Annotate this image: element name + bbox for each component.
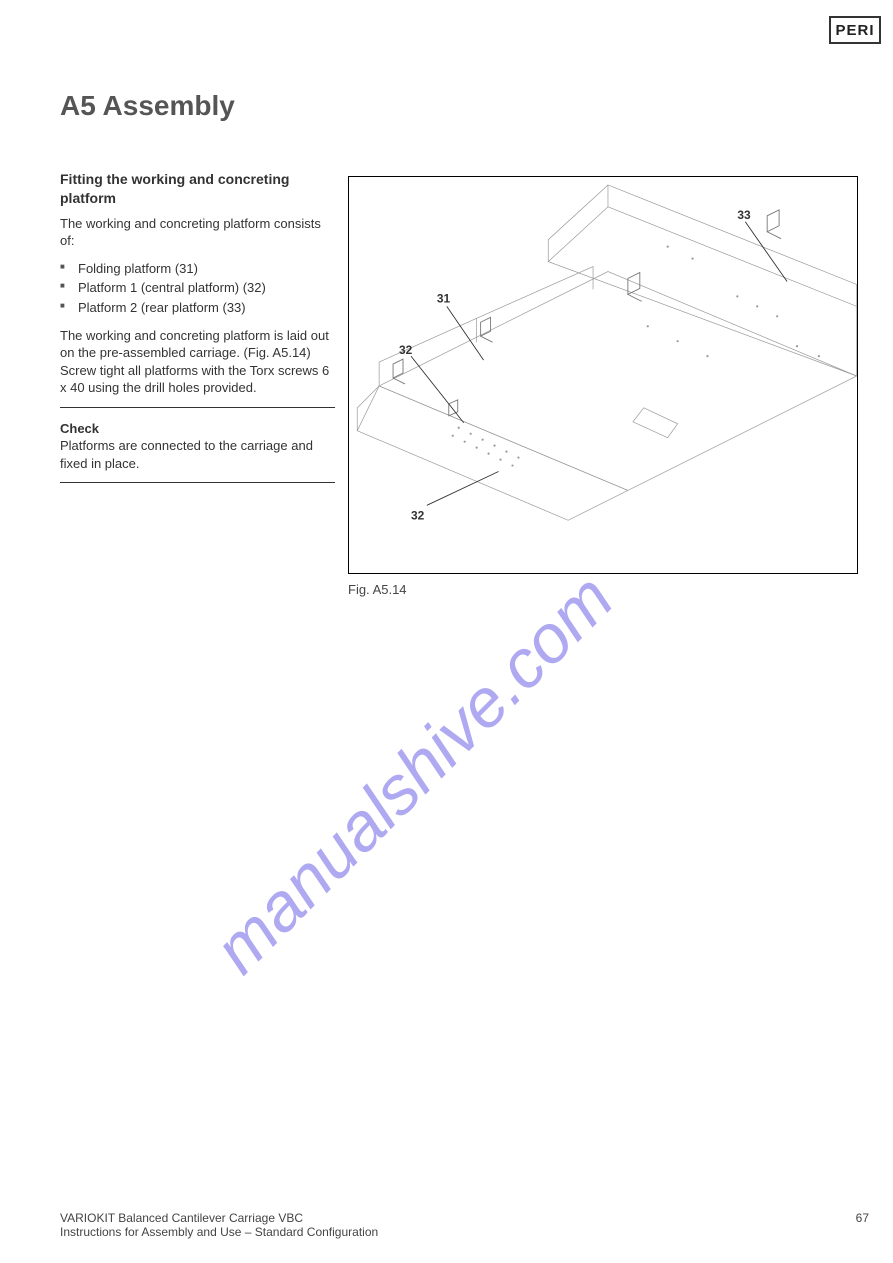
brand-logo: PERI xyxy=(829,16,881,44)
list-item: Folding platform (31) xyxy=(60,260,335,278)
svg-text:manualshive.com: manualshive.com xyxy=(200,560,628,988)
list-item: Platform 2 (rear platform (33) xyxy=(60,299,335,317)
footer: VARIOKIT Balanced Cantilever Carriage VB… xyxy=(60,1211,869,1239)
figure-frame: 33 31 32 32 xyxy=(348,176,858,574)
divider xyxy=(60,407,335,408)
footer-doc: VARIOKIT Balanced Cantilever Carriage VB… xyxy=(60,1211,829,1239)
divider xyxy=(60,482,335,483)
intro-text: The working and concreting platform cons… xyxy=(60,215,335,250)
technical-diagram: 33 31 32 32 xyxy=(349,177,857,573)
check-label: Check xyxy=(60,421,99,436)
section-title: A5 Assembly xyxy=(60,90,235,122)
callout-31: 31 xyxy=(437,291,451,305)
figure-caption: Fig. A5.14 xyxy=(348,582,407,597)
check-block: Check Platforms are connected to the car… xyxy=(60,420,335,473)
footer-page-number: 67 xyxy=(829,1211,869,1239)
callout-33: 33 xyxy=(737,208,751,222)
callout-32b: 32 xyxy=(411,508,425,522)
list-item: Platform 1 (central platform) (32) xyxy=(60,279,335,297)
check-text: Platforms are connected to the carriage … xyxy=(60,438,313,471)
component-list: Folding platform (31) Platform 1 (centra… xyxy=(60,260,335,317)
subhead: Fitting the working and concreting platf… xyxy=(60,170,335,208)
body-text: The working and concreting platform is l… xyxy=(60,327,335,397)
left-column: Fitting the working and concreting platf… xyxy=(60,170,335,495)
callout-32a: 32 xyxy=(399,343,413,357)
